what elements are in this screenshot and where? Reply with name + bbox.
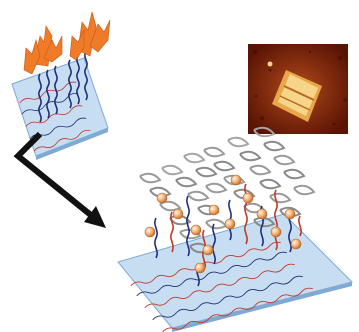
origami-sheet-side bbox=[36, 128, 108, 160]
afm-speckles bbox=[253, 50, 347, 126]
left-bundle-dna bbox=[154, 195, 216, 287]
process-arrow bbox=[13, 131, 106, 228]
nanoparticle bbox=[284, 208, 296, 220]
afm-structure bbox=[267, 61, 322, 122]
nanoparticle bbox=[202, 244, 214, 256]
nanoparticle bbox=[230, 174, 242, 186]
right-helix-bundle bbox=[203, 126, 316, 228]
assembled-sheet-side bbox=[172, 282, 352, 332]
initial-sheet-panel bbox=[11, 11, 111, 160]
nanoparticle bbox=[156, 192, 168, 204]
short-dna-strands bbox=[38, 51, 88, 123]
arrow-head-icon bbox=[84, 206, 106, 228]
assembled-structure-panel bbox=[117, 126, 353, 332]
nanoparticle bbox=[290, 238, 302, 250]
nanoparticle bbox=[270, 226, 282, 238]
nanoparticle bbox=[256, 208, 268, 220]
afm-image-panel bbox=[248, 44, 348, 134]
orange-protruding-strands bbox=[23, 11, 111, 75]
origami-sheet-top bbox=[11, 57, 109, 157]
nanoparticle bbox=[194, 262, 206, 274]
nanoparticle bbox=[208, 204, 220, 216]
nanoparticle bbox=[172, 208, 184, 220]
nanoparticle bbox=[190, 224, 202, 236]
nanoparticle bbox=[224, 218, 236, 230]
nanoparticle bbox=[242, 192, 254, 204]
nanoparticles bbox=[144, 174, 302, 274]
nanoparticle bbox=[144, 226, 156, 238]
